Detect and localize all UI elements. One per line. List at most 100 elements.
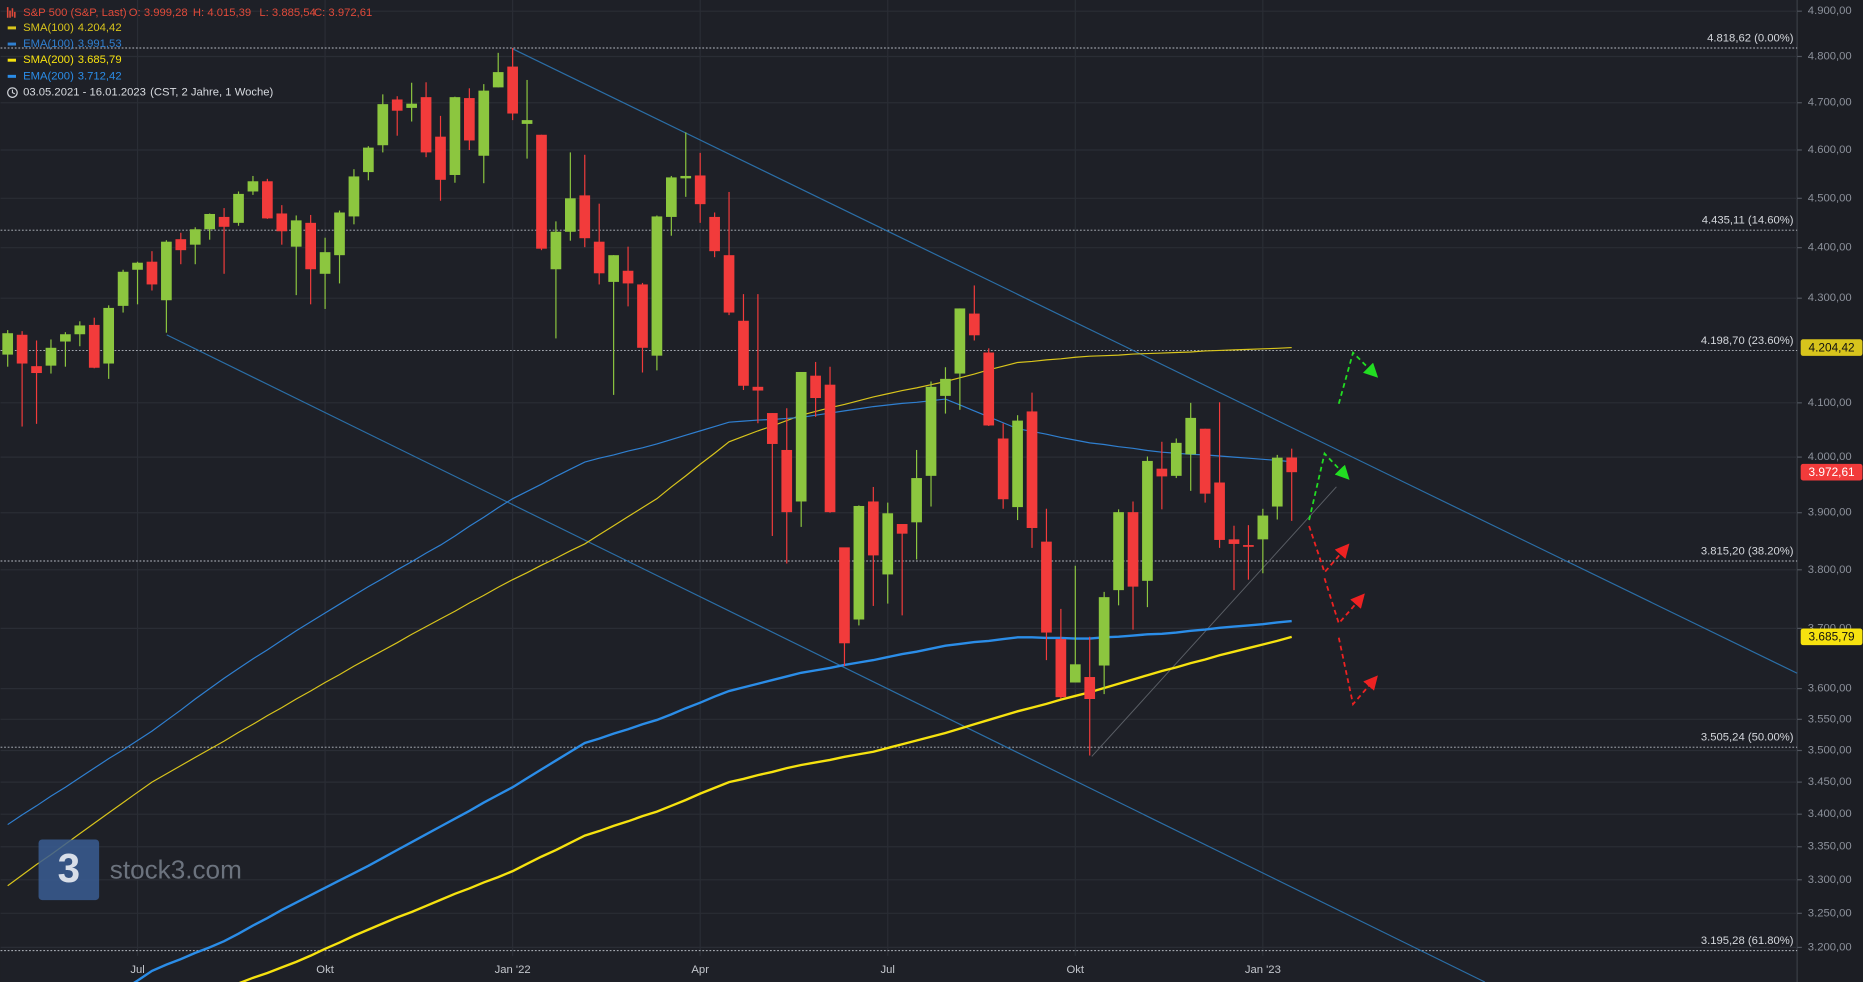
- watermark: 3 stock3.com: [38, 839, 242, 901]
- price-tag: [1800, 628, 1863, 646]
- level-label: 4.435,11 (14.60%): [1702, 215, 1794, 227]
- candle-body: [810, 375, 821, 399]
- y-tick-label: 3.600,00: [1808, 683, 1852, 695]
- watermark-logo: [38, 839, 100, 901]
- y-tick-label: 3.250,00: [1808, 907, 1852, 919]
- candle-body: [146, 261, 158, 285]
- x-tick-label: Jan '22: [495, 964, 531, 976]
- legend-name: SMA(200): [23, 54, 74, 66]
- y-tick-label: 3.900,00: [1808, 507, 1852, 519]
- legend-value: 4.204,42: [78, 22, 122, 34]
- scenario-arrows: [1308, 350, 1379, 707]
- ohlc-close: C: 3.972,61: [314, 7, 372, 19]
- candle-body: [521, 120, 533, 124]
- candle-body: [1098, 597, 1110, 666]
- candle-body: [377, 104, 389, 146]
- candle-body: [132, 262, 143, 270]
- candle-body: [579, 195, 591, 239]
- x-tick-label: Jul: [881, 964, 895, 976]
- candle-body: [420, 97, 432, 153]
- candle-body: [1069, 664, 1081, 683]
- candle-body: [45, 347, 57, 366]
- candle-body: [867, 501, 879, 556]
- candle-body: [896, 524, 908, 534]
- y-tick-label: 4.400,00: [1808, 242, 1852, 254]
- y-tick-label: 3.300,00: [1808, 874, 1852, 886]
- candle-body: [1199, 428, 1211, 494]
- ohlc-open: O: 3.999,28: [129, 7, 188, 19]
- y-tick-label: 3.800,00: [1808, 564, 1852, 576]
- candle-body: [60, 334, 71, 342]
- candle-body: [954, 308, 966, 374]
- price-tag: [1800, 463, 1863, 481]
- x-tick-label: Jan '23: [1245, 964, 1281, 976]
- candle-body: [1170, 442, 1182, 476]
- level-label: 3.815,20 (38.20%): [1701, 546, 1794, 558]
- legend: SMA(100) 4.204,42 EMA(100) 3.991,53 SMA(200)…: [7, 22, 122, 82]
- ohlc-high: H: 4.015,39: [193, 7, 251, 19]
- candle-body: [16, 334, 28, 364]
- x-tick-label: Jul: [130, 964, 144, 976]
- candle-body: [1271, 457, 1283, 507]
- price-tag-label: 4.204,42: [1808, 340, 1854, 354]
- arrow: [1337, 350, 1379, 404]
- price-axis: [1797, 0, 1863, 982]
- y-tick-label: 3.450,00: [1808, 776, 1852, 788]
- fib-levels: 4.818,62 (0.00%) 4.435,11 (14.60%) 4.198,7…: [0, 32, 1798, 952]
- y-tick-label: 3.550,00: [1808, 713, 1852, 725]
- header: S&P 500 (S&P, Last) O: 3.999,28 H: 4.015…: [6, 7, 372, 99]
- y-tick-label: 4.100,00: [1808, 397, 1852, 409]
- candle-body: [694, 175, 706, 205]
- candle-body: [247, 181, 259, 192]
- legend-value: 3.685,79: [78, 54, 122, 66]
- price-tag-label: 3.685,79: [1808, 630, 1855, 644]
- trendline: [512, 48, 1798, 674]
- candle-body: [189, 229, 201, 245]
- candle-body: [1142, 460, 1153, 581]
- trendlines: [166, 48, 1798, 982]
- candle-body: [738, 320, 749, 386]
- candle-body: [161, 241, 172, 301]
- candle-body: [175, 239, 187, 251]
- candle-body: [709, 216, 720, 252]
- candle-body: [781, 449, 793, 513]
- y-tick-label: 4.800,00: [1808, 50, 1852, 62]
- candle-body: [1113, 512, 1124, 591]
- chart-title: S&P 500 (S&P, Last): [23, 7, 127, 19]
- y-tick-label: 3.400,00: [1808, 808, 1852, 820]
- candle-body: [363, 147, 374, 173]
- candle-body: [637, 284, 648, 348]
- candle-body: [536, 134, 547, 249]
- ohlc-low: L: 3.885,54: [259, 7, 315, 19]
- arrow: [1308, 451, 1350, 521]
- price-tag: [1800, 339, 1863, 356]
- candle-body: [31, 366, 42, 374]
- candle-body: [1257, 515, 1269, 540]
- y-tick-label: 4.700,00: [1808, 97, 1852, 109]
- y-tick-label: 3.200,00: [1808, 941, 1852, 953]
- candle-body: [911, 478, 922, 523]
- trendline: [1091, 486, 1337, 757]
- candle-body: [262, 181, 273, 219]
- candle-body: [997, 438, 1009, 500]
- candle-body: [983, 352, 995, 426]
- chart-icon: [6, 7, 16, 18]
- candle-body: [276, 213, 288, 232]
- candle-body: [218, 216, 230, 227]
- candle-body: [1214, 482, 1225, 540]
- legend-value: 3.991,53: [78, 38, 122, 50]
- candles: [2, 47, 1298, 756]
- candle-body: [391, 99, 403, 111]
- x-tick-label: Apr: [691, 964, 709, 976]
- candle-body: [1127, 512, 1139, 587]
- candle-body: [74, 325, 86, 335]
- arrow: [1337, 637, 1378, 707]
- candle-body: [117, 271, 129, 306]
- candle-body: [406, 103, 417, 108]
- x-tick-label: Okt: [1067, 964, 1085, 976]
- legend-value: 3.712,42: [78, 70, 122, 82]
- candle-body: [1228, 539, 1240, 544]
- candle-body: [1084, 677, 1096, 699]
